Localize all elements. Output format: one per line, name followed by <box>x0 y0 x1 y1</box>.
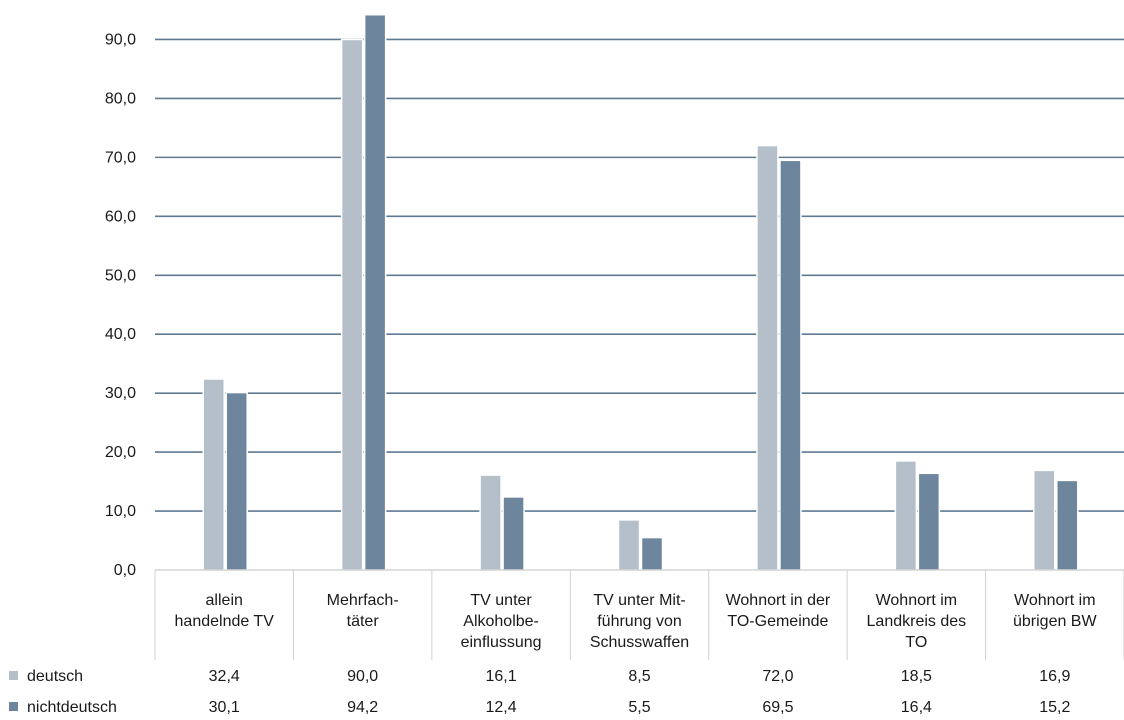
y-tick-label: 30,0 <box>105 385 136 402</box>
bar-nichtdeutsch <box>779 159 802 571</box>
bar-deutsch <box>1033 469 1056 571</box>
y-tick-label: 0,0 <box>114 562 136 579</box>
table-value-nichtdeutsch: 5,5 <box>628 699 650 716</box>
y-tick-label: 50,0 <box>105 267 136 284</box>
y-tick-label: 90,0 <box>105 31 136 48</box>
category-label: handelnde TV <box>175 613 275 630</box>
bar-nichtdeutsch <box>917 472 941 571</box>
bar-deutsch <box>617 519 641 571</box>
legend-swatch-nichtdeutsch <box>9 702 18 711</box>
table-value-deutsch: 90,0 <box>347 668 378 685</box>
x-axis <box>154 569 1124 660</box>
table-value-nichtdeutsch: 15,2 <box>1039 699 1070 716</box>
data-table: deutsch 32,4 90,0 16,1 8,5 72,0 18,5 16,9 nichtd… <box>9 668 1070 716</box>
bar-deutsch <box>894 460 918 571</box>
legend-swatch-deutsch <box>9 671 18 680</box>
bar-nichtdeutsch <box>502 496 525 571</box>
category-label: TV unter <box>470 592 532 609</box>
bar-deutsch <box>202 378 225 571</box>
category-label: TO-Gemeinde <box>727 613 828 630</box>
table-value-nichtdeutsch: 30,1 <box>209 699 240 716</box>
legend-label-deutsch: deutsch <box>27 668 83 685</box>
category-label: Mehrfach- <box>327 592 399 609</box>
y-tick-label: 80,0 <box>105 90 136 107</box>
category-labels: allein handelnde TV Mehrfach-täter TV unter… <box>175 592 1098 651</box>
y-tick-label: 60,0 <box>105 208 136 225</box>
y-axis-ticks: 0,0 10,0 20,0 30,0 40,0 50,0 60,0 70,0 80,0 90,0 <box>105 31 136 579</box>
category-label: einflussung <box>461 634 542 651</box>
legend-label-nichtdeutsch: nichtdeutsch <box>27 699 117 716</box>
table-value-nichtdeutsch: 16,4 <box>901 699 932 716</box>
category-label: Landkreis des <box>867 613 967 630</box>
gridlines <box>155 38 1124 512</box>
table-value-deutsch: 18,5 <box>901 668 932 685</box>
table-value-nichtdeutsch: 94,2 <box>347 699 378 716</box>
table-value-deutsch: 72,0 <box>762 668 793 685</box>
y-tick-label: 10,0 <box>105 503 136 520</box>
bar-nichtdeutsch <box>640 536 664 571</box>
table-value-nichtdeutsch: 69,5 <box>762 699 793 716</box>
bar-deutsch <box>756 144 779 571</box>
y-tick-label: 40,0 <box>105 326 136 343</box>
category-label: Wohnort im <box>1014 592 1096 609</box>
category-label: Schusswaffen <box>590 634 689 651</box>
table-value-deutsch: 16,9 <box>1039 668 1070 685</box>
bar-deutsch <box>479 474 502 571</box>
y-tick-label: 20,0 <box>105 444 136 461</box>
category-label: TO <box>905 634 927 651</box>
bar-nichtdeutsch <box>363 13 387 571</box>
category-label: Alkoholbe- <box>463 613 539 630</box>
y-tick-label: 70,0 <box>105 149 136 166</box>
category-label: TV unter Mit- <box>593 592 685 609</box>
category-label: übrigen BW <box>1013 613 1097 630</box>
bar-nichtdeutsch <box>225 391 248 571</box>
bar-deutsch <box>340 38 364 571</box>
table-value-deutsch: 32,4 <box>209 668 240 685</box>
table-value-deutsch: 16,1 <box>486 668 517 685</box>
table-value-deutsch: 8,5 <box>628 668 650 685</box>
category-label: Wohnort in der <box>726 592 831 609</box>
category-label: allein <box>206 592 243 609</box>
table-value-nichtdeutsch: 12,4 <box>486 699 517 716</box>
category-label: täter <box>347 613 380 630</box>
bar-nichtdeutsch <box>1056 479 1079 571</box>
category-label: Wohnort im <box>876 592 958 609</box>
category-label: führung von <box>597 613 682 630</box>
